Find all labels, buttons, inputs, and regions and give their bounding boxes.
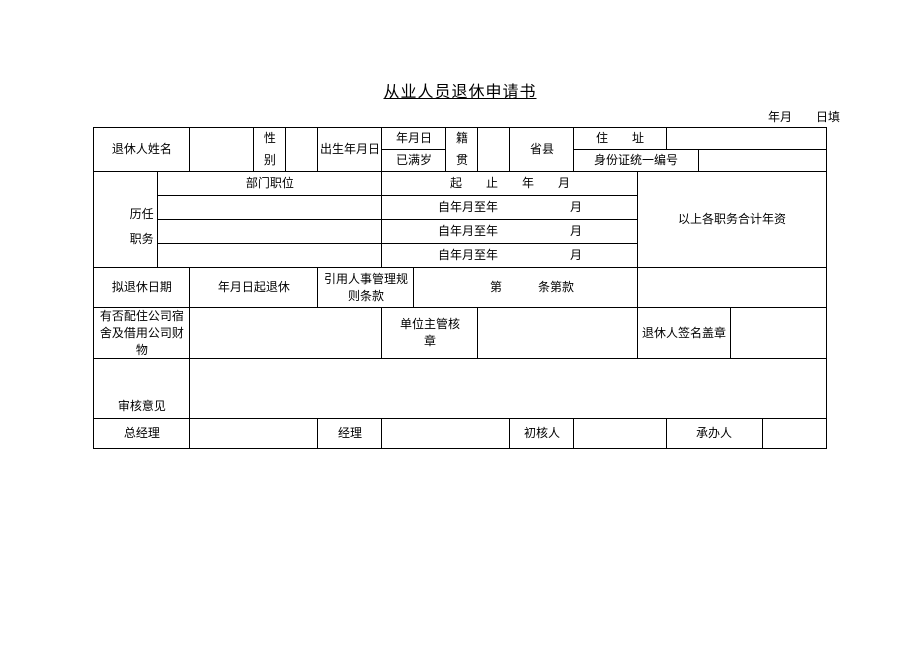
dept-position-label: 部门职位 xyxy=(158,172,382,196)
birth-label: 出生年月日 xyxy=(318,128,382,172)
positions-side-spacer xyxy=(94,172,126,268)
dept-row-2 xyxy=(158,220,382,244)
form-title: 从业人员退休申请书 xyxy=(0,78,920,102)
name-label: 退休人姓名 xyxy=(94,128,190,172)
origin-label-top: 籍 xyxy=(446,128,478,150)
assets-label: 有否配住公司宿舍及借用公司财物 xyxy=(94,308,190,359)
period-header: 起 止 年 月 xyxy=(382,172,638,196)
period-row-2: 自年月至年 月 xyxy=(382,220,638,244)
footer-mgr-label: 经理 xyxy=(318,419,382,449)
sign-label: 退休人签名盖章 xyxy=(638,308,730,359)
unit-supervisor-label: 单位主管核 章 xyxy=(382,308,478,359)
unit-supervisor-value xyxy=(478,308,638,359)
review-value xyxy=(190,359,826,419)
rule-blank xyxy=(638,268,826,308)
birth-ymd: 年月日 xyxy=(382,128,446,150)
date-fill-label: 年月 日填 xyxy=(0,108,920,125)
retire-date-value: 年月日起退休 xyxy=(190,268,318,308)
total-seniority-label: 以上各职务合计年资 xyxy=(638,172,826,268)
rule-value: 第 条第款 xyxy=(414,268,638,308)
origin-label-bottom: 贯 xyxy=(446,150,478,172)
footer-mgr-value xyxy=(382,419,510,449)
id-value xyxy=(698,150,826,172)
address-label: 住 址 xyxy=(574,128,666,150)
footer-gm-value xyxy=(190,419,318,449)
id-label: 身份证统一编号 xyxy=(574,150,698,172)
period-row-3: 自年月至年 月 xyxy=(382,244,638,268)
retire-date-label: 拟退休日期 xyxy=(94,268,190,308)
footer-gm-label: 总经理 xyxy=(94,419,190,449)
rule-label: 引用人事管理规则条款 xyxy=(318,268,414,308)
assets-value xyxy=(190,308,382,359)
province-county: 省县 xyxy=(510,128,574,172)
positions-side-label: 历任 职务 xyxy=(126,172,158,268)
retirement-form-table: 退休人姓名 性 出生年月日 年月日 籍 省县 住 址 别 已满岁 贯 身份证统一… xyxy=(93,127,826,449)
review-label: 审核意见 xyxy=(94,359,190,419)
sign-value xyxy=(730,308,826,359)
dept-row-3 xyxy=(158,244,382,268)
footer-handler-label: 承办人 xyxy=(666,419,762,449)
footer-first-label: 初核人 xyxy=(510,419,574,449)
gender-label-top: 性 xyxy=(254,128,286,150)
age-label: 已满岁 xyxy=(382,150,446,172)
gender-label-bottom: 别 xyxy=(254,150,286,172)
period-row-1: 自年月至年 月 xyxy=(382,196,638,220)
dept-row-1 xyxy=(158,196,382,220)
gender-value xyxy=(286,128,318,172)
footer-handler-value xyxy=(762,419,826,449)
origin-value-left xyxy=(478,128,510,172)
name-value xyxy=(190,128,254,172)
footer-first-value xyxy=(574,419,666,449)
address-value xyxy=(666,128,826,150)
